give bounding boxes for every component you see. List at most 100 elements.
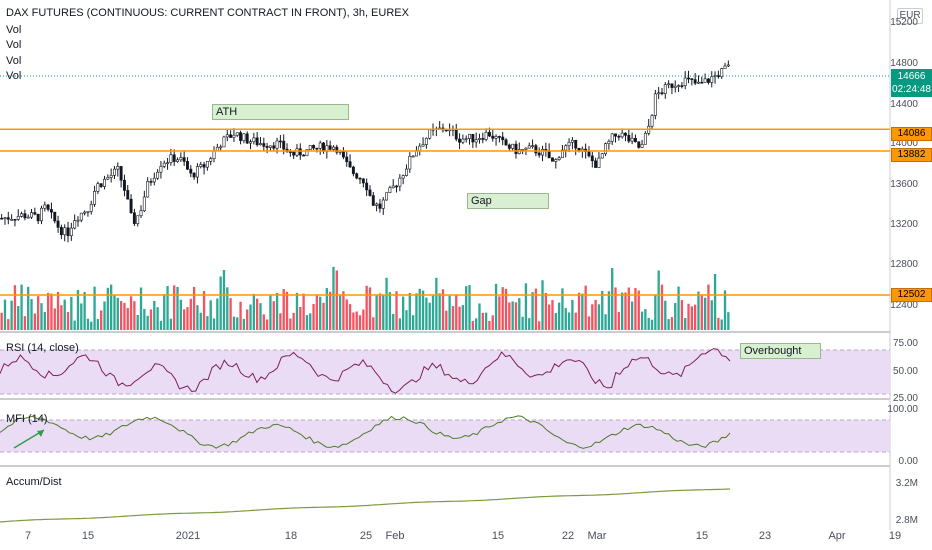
candle[interactable] — [531, 145, 535, 147]
candle[interactable] — [295, 148, 299, 156]
candle[interactable] — [126, 190, 130, 200]
candle[interactable] — [79, 212, 83, 221]
candle[interactable] — [49, 209, 53, 213]
candle[interactable] — [288, 151, 292, 153]
candle[interactable] — [660, 92, 664, 95]
candle[interactable] — [600, 153, 604, 159]
candle[interactable] — [318, 142, 322, 149]
candle[interactable] — [640, 144, 644, 148]
candle[interactable] — [195, 166, 199, 178]
candle[interactable] — [657, 92, 661, 95]
volume-label[interactable]: Vol — [6, 24, 22, 36]
candle[interactable] — [255, 137, 259, 146]
candle[interactable] — [16, 216, 20, 220]
candle[interactable] — [182, 157, 186, 162]
candle[interactable] — [33, 212, 37, 215]
candle[interactable] — [176, 159, 179, 162]
candle[interactable] — [474, 139, 478, 143]
candle[interactable] — [554, 159, 558, 162]
candle[interactable] — [478, 138, 481, 140]
candle[interactable] — [484, 131, 488, 140]
candle[interactable] — [322, 142, 325, 152]
candle[interactable] — [222, 136, 226, 148]
candle[interactable] — [209, 158, 213, 162]
candle[interactable] — [162, 162, 166, 167]
candle[interactable] — [697, 81, 700, 84]
candle[interactable] — [501, 136, 505, 141]
candle[interactable] — [391, 185, 395, 189]
level-tag[interactable]: 13882 — [891, 148, 932, 162]
candle[interactable] — [713, 75, 717, 78]
candle[interactable] — [122, 179, 126, 191]
candle[interactable] — [30, 212, 33, 218]
candle[interactable] — [332, 146, 335, 150]
candle[interactable] — [106, 177, 110, 180]
candle[interactable] — [630, 137, 634, 142]
candle[interactable] — [335, 146, 339, 153]
candle[interactable] — [146, 181, 150, 198]
candle[interactable] — [587, 151, 591, 157]
candle[interactable] — [514, 143, 518, 154]
candle[interactable] — [511, 143, 515, 149]
candle[interactable] — [189, 168, 193, 174]
candle[interactable] — [700, 81, 704, 84]
candle[interactable] — [43, 204, 47, 209]
candle[interactable] — [262, 143, 266, 147]
rsi-label[interactable]: RSI (14, close) — [6, 342, 79, 354]
candle[interactable] — [252, 137, 256, 143]
candle[interactable] — [358, 177, 362, 180]
candle[interactable] — [235, 132, 239, 136]
candle[interactable] — [86, 211, 90, 213]
candle[interactable] — [53, 211, 57, 222]
candle[interactable] — [96, 183, 100, 192]
candle[interactable] — [607, 141, 611, 144]
candle[interactable] — [23, 213, 27, 219]
level-tag[interactable]: 12502 — [891, 288, 932, 302]
gap-note[interactable]: Gap — [467, 193, 549, 209]
candle[interactable] — [59, 227, 63, 236]
candle[interactable] — [424, 137, 428, 145]
candle[interactable] — [3, 217, 7, 219]
candle[interactable] — [348, 161, 352, 168]
candle[interactable] — [534, 145, 538, 154]
candle[interactable] — [677, 85, 681, 87]
candle[interactable] — [345, 156, 349, 162]
candle[interactable] — [624, 132, 627, 136]
candle[interactable] — [507, 144, 511, 149]
candle[interactable] — [361, 178, 365, 184]
candle[interactable] — [385, 192, 389, 201]
candle[interactable] — [66, 227, 70, 236]
candle[interactable] — [653, 93, 657, 116]
candle[interactable] — [308, 145, 312, 150]
candle[interactable] — [282, 140, 286, 150]
candle[interactable] — [464, 138, 468, 140]
candle[interactable] — [103, 178, 106, 187]
candle[interactable] — [471, 133, 475, 143]
candle[interactable] — [225, 134, 229, 138]
candle[interactable] — [371, 195, 375, 206]
candle[interactable] — [461, 138, 465, 143]
currency-selector[interactable]: EUR — [897, 8, 923, 24]
candle[interactable] — [411, 155, 415, 158]
candle[interactable] — [405, 168, 408, 176]
candle[interactable] — [186, 161, 189, 170]
candle[interactable] — [0, 217, 4, 220]
candle[interactable] — [620, 132, 624, 138]
candle[interactable] — [610, 133, 614, 142]
candle[interactable] — [40, 207, 43, 222]
candle[interactable] — [497, 136, 501, 138]
candle[interactable] — [375, 203, 379, 206]
candle[interactable] — [328, 145, 332, 150]
accum-dist-label[interactable]: Accum/Dist — [6, 476, 62, 488]
candle[interactable] — [242, 133, 246, 141]
candle[interactable] — [428, 129, 432, 139]
candle[interactable] — [690, 78, 694, 80]
candle[interactable] — [156, 171, 160, 179]
candle[interactable] — [166, 162, 170, 164]
candle[interactable] — [192, 172, 196, 178]
candle[interactable] — [63, 227, 67, 236]
candle[interactable] — [341, 151, 345, 158]
candle[interactable] — [93, 191, 97, 205]
candle[interactable] — [597, 157, 601, 168]
candle[interactable] — [720, 68, 724, 78]
